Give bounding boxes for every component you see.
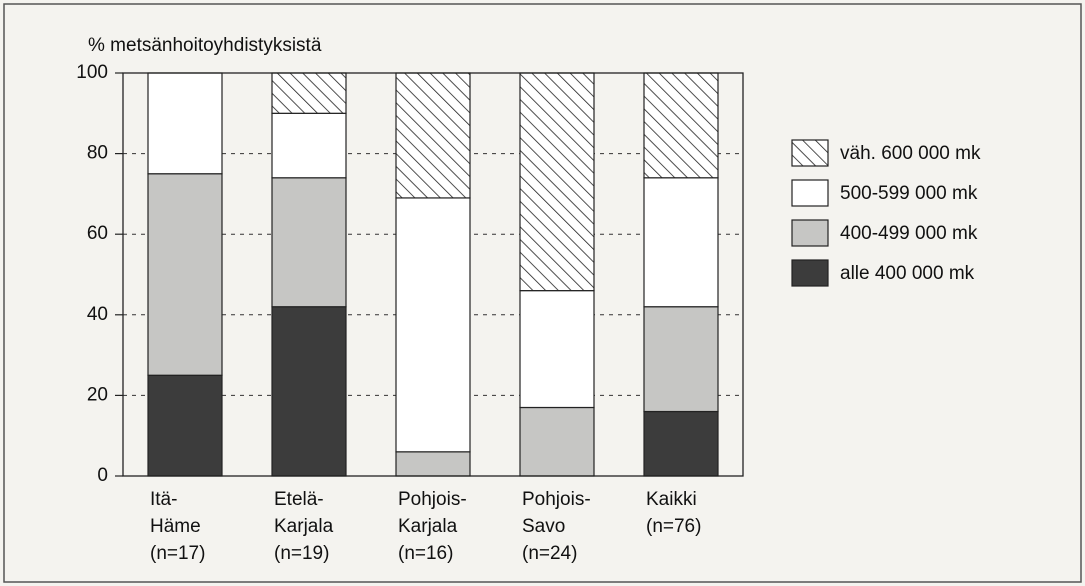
bar-segment xyxy=(147,374,223,477)
bar-segment xyxy=(395,72,471,199)
x-tick-label: Pohjois- Karjala (n=16) xyxy=(398,489,467,564)
bar-segment xyxy=(271,306,347,477)
y-tick-label: 60 xyxy=(87,223,108,244)
bar-segment xyxy=(395,451,471,477)
bar-segment xyxy=(271,177,347,308)
y-tick-label: 20 xyxy=(87,384,108,405)
legend-swatch xyxy=(791,179,829,207)
frame xyxy=(3,3,1082,583)
bar-segment xyxy=(519,290,595,409)
bar-segment xyxy=(395,197,471,453)
bar-segment xyxy=(147,72,223,175)
y-tick-label: 100 xyxy=(76,62,108,83)
x-tick-label: Pohjois- Savo (n=24) xyxy=(522,489,591,564)
y-tick-label: 40 xyxy=(87,304,108,325)
y-tick-label: 80 xyxy=(87,143,108,164)
y-axis-label: % metsänhoitoyhdistyksistä xyxy=(88,35,322,56)
bar-segment xyxy=(643,177,719,308)
x-tick-label: Itä- Häme (n=17) xyxy=(150,489,206,564)
legend-swatch xyxy=(791,259,829,287)
bar-segment xyxy=(643,306,719,413)
legend-label: väh. 600 000 mk xyxy=(840,143,981,164)
y-tick-label: 0 xyxy=(97,465,108,486)
bar-segment xyxy=(643,410,719,477)
legend-label: 500-599 000 mk xyxy=(840,183,978,204)
bar-segment xyxy=(643,72,719,179)
x-tick-label: Etelä- Karjala (n=19) xyxy=(274,489,334,564)
legend-label: alle 400 000 mk xyxy=(840,263,975,284)
bar-segment xyxy=(271,112,347,179)
bar-segment xyxy=(147,173,223,376)
legend-swatch xyxy=(791,219,829,247)
plot-frame xyxy=(122,72,744,477)
x-tick-label: Kaikki (n=76) xyxy=(646,489,702,537)
bar-segment xyxy=(519,406,595,477)
bar-segment xyxy=(519,72,595,292)
legend-label: 400-499 000 mk xyxy=(840,223,978,244)
bar-segment xyxy=(271,72,347,114)
legend-swatch xyxy=(791,139,829,167)
